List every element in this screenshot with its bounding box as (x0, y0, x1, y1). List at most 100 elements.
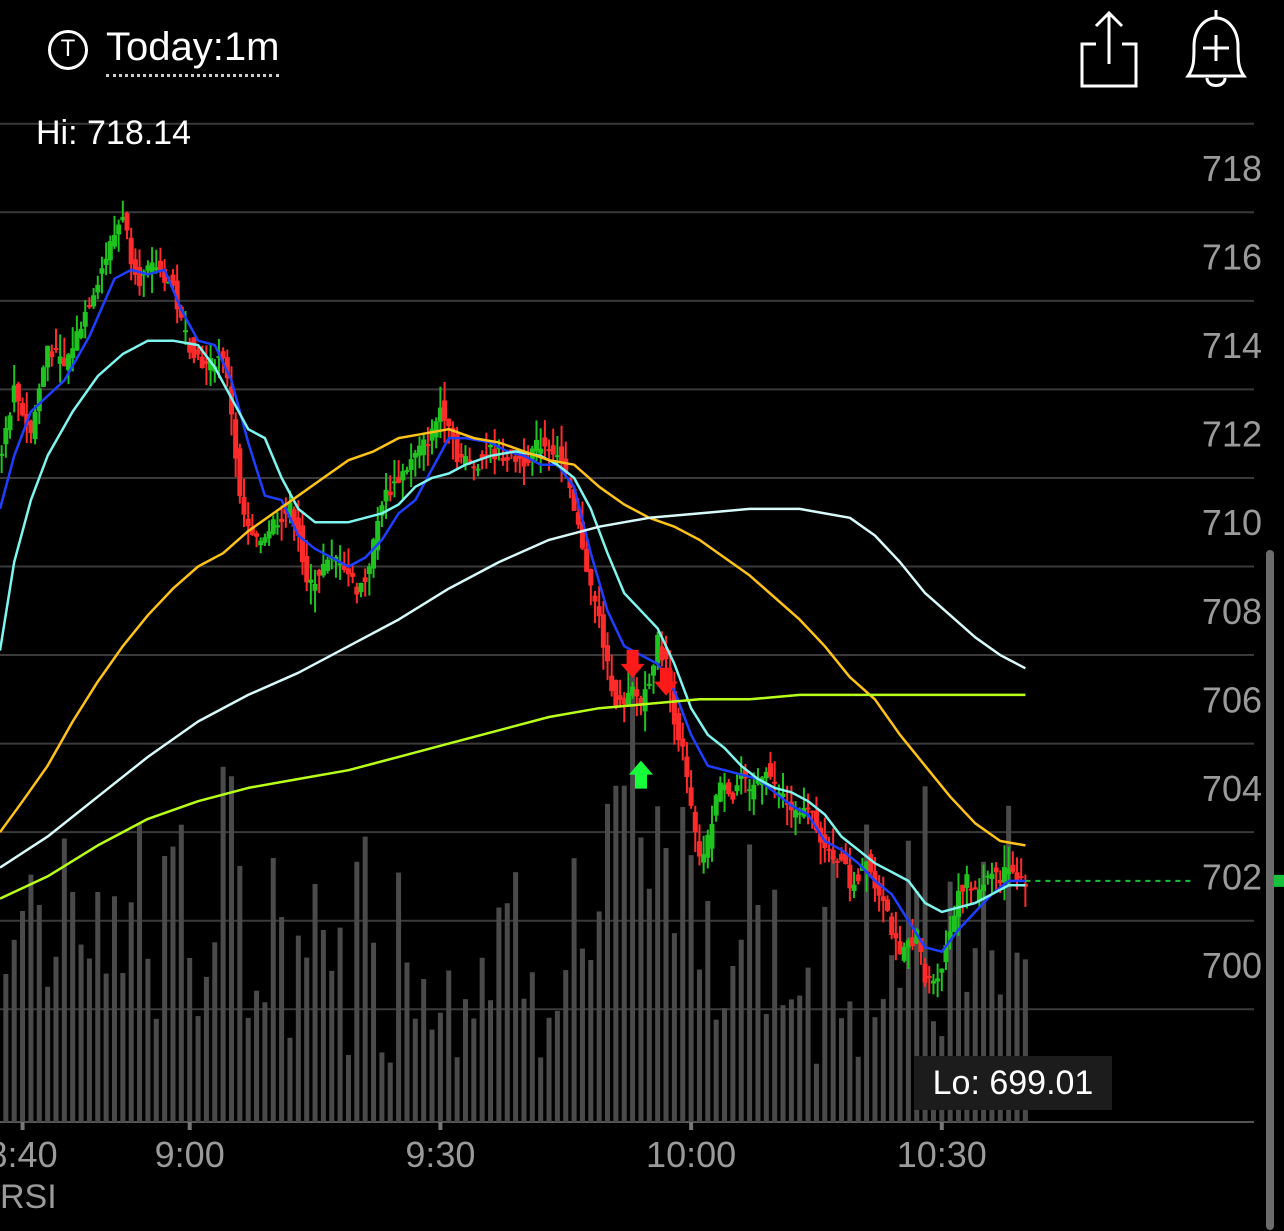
volume-bar (521, 998, 527, 1122)
candle-up (905, 937, 911, 970)
y-tick-label: 706 (1202, 679, 1262, 720)
volume-bar (864, 824, 870, 1122)
candle-up (408, 443, 414, 488)
candle-down (834, 858, 840, 878)
volume-bar (279, 917, 285, 1122)
candle-up (11, 364, 17, 413)
candle-up (266, 520, 272, 546)
candle-up (366, 563, 372, 596)
y-tick-label: 716 (1202, 237, 1262, 278)
candle-down (300, 510, 306, 575)
candle-down (688, 770, 694, 809)
volume-bar (855, 1056, 861, 1122)
volume-bar (847, 1001, 853, 1122)
candle-up (216, 338, 222, 379)
candle-down (124, 211, 130, 240)
volume-bar (237, 865, 243, 1122)
candle-down (826, 836, 832, 863)
candle-down (203, 345, 209, 386)
volume-bar (45, 986, 51, 1122)
volume-bar (830, 856, 836, 1122)
candle-down (304, 539, 310, 592)
candle-up (642, 671, 648, 732)
volume-bar (287, 1037, 293, 1122)
candle-down (396, 460, 402, 484)
candle-down (483, 432, 489, 469)
candle-up (95, 275, 101, 300)
candle-up (1006, 846, 1012, 885)
share-button[interactable] (1074, 8, 1144, 92)
candle-up (901, 942, 907, 963)
candle-down (876, 875, 882, 912)
candle-up (951, 905, 957, 933)
volume-bar (730, 966, 736, 1122)
volume-bar (178, 824, 184, 1122)
candle-down (187, 337, 193, 360)
candle-down (634, 677, 640, 717)
volume-bar (780, 1005, 786, 1122)
add-alert-bell-icon (1185, 10, 1247, 87)
x-tick-label: 10:00 (646, 1134, 736, 1175)
y-tick-label: 704 (1202, 768, 1262, 809)
add-alert-button[interactable] (1178, 8, 1254, 92)
y-tick-label: 718 (1202, 148, 1262, 189)
candle-down (600, 601, 606, 670)
candle-up (981, 864, 987, 901)
candle-up (630, 681, 636, 699)
volume-bar (304, 957, 310, 1122)
candle-down (249, 514, 255, 536)
volume-bar (638, 837, 644, 1122)
candle-down (968, 881, 974, 904)
volume-bar (1014, 952, 1020, 1122)
candle-down (893, 911, 899, 961)
volume-bar (337, 927, 343, 1122)
candle-up (751, 772, 757, 815)
volume-bar (663, 847, 669, 1122)
candle-up (421, 433, 427, 471)
scrollbar[interactable] (1266, 550, 1274, 1230)
volume-bar (579, 948, 585, 1122)
candle-down (61, 337, 67, 367)
candle-down (128, 227, 134, 281)
candle-down (195, 346, 201, 361)
volume-bar (797, 995, 803, 1122)
candle-down (20, 397, 26, 417)
volume-bar (345, 1055, 351, 1122)
candle-up (939, 968, 945, 992)
candle-up (78, 321, 84, 340)
indicator-tab-rsi[interactable]: RSI (0, 1178, 57, 1216)
volume-bar (111, 896, 117, 1122)
volume-bar (839, 1018, 845, 1122)
candle-down (454, 427, 460, 469)
candle-up (32, 404, 38, 445)
candle-up (734, 773, 740, 796)
candle-up (404, 466, 410, 475)
candle-down (993, 862, 999, 891)
y-tick-label: 702 (1202, 856, 1262, 897)
candle-down (880, 876, 886, 923)
y-tick-label: 712 (1202, 414, 1262, 455)
candle-down (676, 707, 682, 752)
volume-bar (713, 1019, 719, 1122)
candle-down (684, 741, 690, 794)
volume-bar (479, 957, 485, 1122)
candle-down (1022, 874, 1028, 907)
candle-down (233, 412, 239, 478)
volume-bar (889, 955, 895, 1122)
volume-bar (387, 1062, 393, 1122)
volume-bar (70, 892, 76, 1122)
candle-up (650, 664, 656, 694)
candle-down (596, 586, 602, 629)
high-label: Hi: 718.14 (36, 114, 191, 152)
candle-up (116, 219, 122, 252)
timeframe-selector[interactable]: T Today:1m (48, 22, 280, 77)
volume-bar (429, 1029, 435, 1122)
candle-up (74, 315, 80, 351)
volume-bar (688, 855, 694, 1122)
candle-down (584, 537, 590, 573)
candle-up (930, 974, 936, 995)
volume-bar (162, 855, 168, 1122)
candle-down (28, 419, 34, 444)
